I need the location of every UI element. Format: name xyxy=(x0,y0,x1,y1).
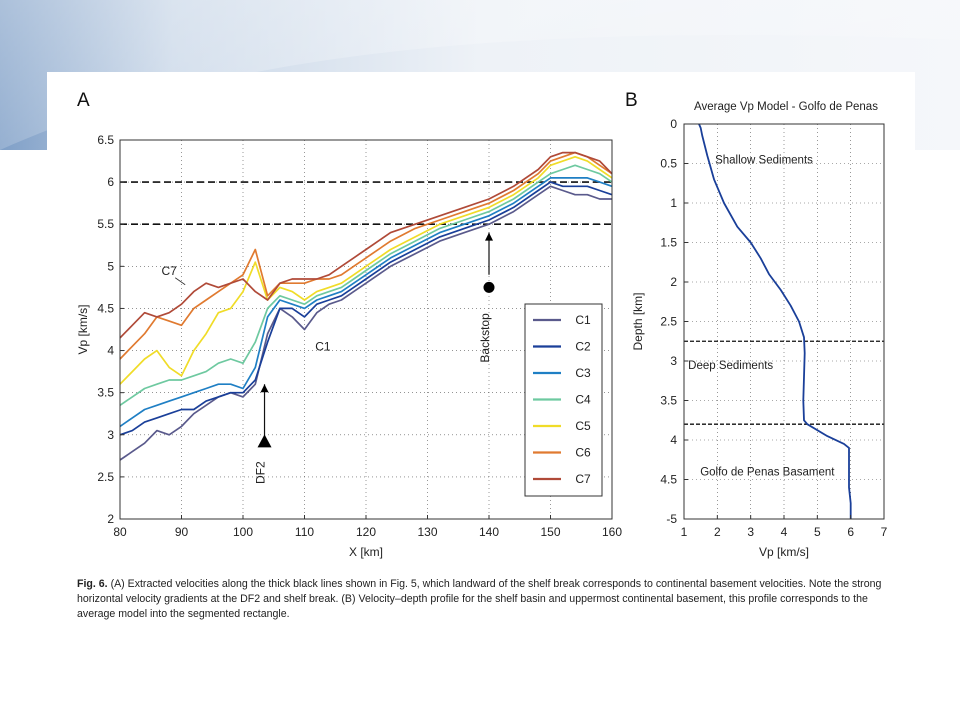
y-tick-label: 4 xyxy=(107,344,114,358)
caption-label: Fig. 6. xyxy=(77,578,108,590)
legend-label-c1: C1 xyxy=(575,313,591,327)
y-tick-label: 6 xyxy=(107,175,114,189)
annotation-c7: C7 xyxy=(162,264,178,278)
layer-label-2: Deep Sediments xyxy=(688,360,773,372)
y-tick-label: 3 xyxy=(670,354,677,368)
legend-label-c4: C4 xyxy=(575,393,591,407)
y-tick-label: 4 xyxy=(670,433,677,447)
x-tick-label: 120 xyxy=(356,525,376,539)
backstop-arrow-head xyxy=(485,232,493,241)
y-tick-label: 2.5 xyxy=(660,315,677,329)
x-tick-label: 80 xyxy=(113,525,127,539)
x-tick-label: 130 xyxy=(417,525,437,539)
annotation-c1: C1 xyxy=(315,340,331,354)
x-tick-label: 6 xyxy=(847,525,854,539)
annotation-backstop: Backstop xyxy=(478,313,492,363)
y-tick-label: 2.5 xyxy=(97,470,114,484)
y-tick-label: -5 xyxy=(666,512,677,526)
figure-caption: Fig. 6. (A) Extracted velocities along t… xyxy=(77,577,907,622)
layer-label-3: Golfo de Penas Basament xyxy=(700,467,835,479)
panel-label-a: A xyxy=(77,90,90,111)
legend-label-c2: C2 xyxy=(575,340,591,354)
x-tick-label: 160 xyxy=(602,525,622,539)
y-tick-label: 0 xyxy=(670,117,677,131)
y-axis-label: Vp [km/s] xyxy=(76,304,90,354)
chart-title-b: Average Vp Model - Golfo de Penas xyxy=(694,101,878,113)
legend-label-c5: C5 xyxy=(575,419,591,433)
y-tick-label: 1.5 xyxy=(660,236,677,250)
caption-text: (A) Extracted velocities along the thick… xyxy=(77,578,882,620)
x-axis-label: X [km] xyxy=(349,545,383,559)
y-tick-label: 3.5 xyxy=(97,386,114,400)
y-tick-label: 5 xyxy=(107,259,114,273)
annotation-df2: DF2 xyxy=(254,461,268,484)
velocity-profile-line xyxy=(698,123,852,519)
y-axis-label-b: Depth [km] xyxy=(631,292,645,350)
y-tick-label: 3.5 xyxy=(660,394,677,408)
y-tick-label: 3 xyxy=(107,428,114,442)
x-axis-label-b: Vp [km/s] xyxy=(759,545,809,559)
series-line-c2 xyxy=(119,181,613,436)
velocity-chart: 80 90 100 110 120 130 140 150 16022.533.544.555.… xyxy=(76,101,888,559)
legend-label-c6: C6 xyxy=(575,446,591,460)
series-line-c6 xyxy=(119,151,613,360)
x-tick-label: 110 xyxy=(295,525,314,539)
x-tick-label: 4 xyxy=(781,525,788,539)
x-tick-label: 90 xyxy=(175,525,189,539)
series-line-c5 xyxy=(119,155,613,385)
y-tick-label: 5.5 xyxy=(97,217,114,231)
x-tick-label: 1 xyxy=(681,525,688,539)
legend-label-c3: C3 xyxy=(575,366,591,380)
series-line-c7 xyxy=(119,151,613,339)
y-tick-label: 2 xyxy=(107,512,114,526)
df2-arrow-head xyxy=(260,384,269,393)
series-line-c1 xyxy=(119,185,612,461)
figure-panel: A B 80 90 100 110 120 130 140 150 160 2 2.5 3 3.5 4 4.… xyxy=(47,72,915,644)
legend-label-c7: C7 xyxy=(575,472,591,486)
y-tick-label: 4.5 xyxy=(97,301,114,315)
series-line-c3 xyxy=(119,177,613,428)
df2-triangle-marker xyxy=(257,434,272,448)
annotation-leader xyxy=(174,277,186,286)
x-tick-label: 7 xyxy=(881,525,888,539)
x-tick-label: 140 xyxy=(479,525,499,539)
y-tick-label: 6.5 xyxy=(97,133,114,147)
layer-label-1: Shallow Sediments xyxy=(715,155,813,167)
panel-label-b: B xyxy=(625,90,638,111)
backstop-circle-marker xyxy=(483,281,495,293)
series-line-c4 xyxy=(119,164,613,407)
y-tick-label: 1 xyxy=(670,196,677,210)
x-tick-label: 100 xyxy=(233,525,253,539)
y-tick-label: 4.5 xyxy=(660,473,677,487)
x-tick-label: 150 xyxy=(540,525,560,539)
y-tick-label: 2 xyxy=(670,275,677,289)
y-tick-label: 0.5 xyxy=(660,157,677,171)
x-tick-label: 3 xyxy=(747,525,754,539)
x-tick-label: 2 xyxy=(714,525,721,539)
x-tick-label: 5 xyxy=(814,525,821,539)
